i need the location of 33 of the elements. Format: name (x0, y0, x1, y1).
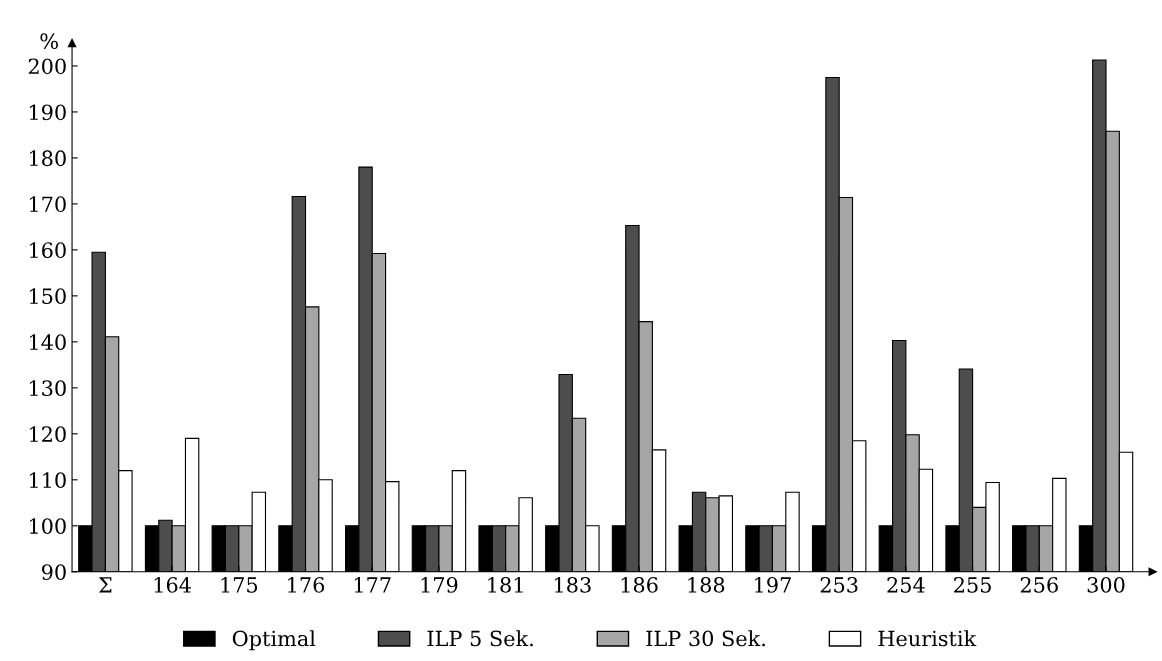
y-tick-label: 130 (29, 380, 66, 397)
x-tick-label: 197 (755, 576, 791, 593)
legend-label: ILP 5 Sek. (427, 630, 533, 647)
y-tick-label: 170 (29, 196, 66, 213)
legend-label: Heuristik (878, 630, 977, 647)
legend-label: ILP 30 Sek. (646, 630, 765, 647)
x-tick-label: 179 (421, 576, 458, 593)
x-tick-label: 300 (1087, 576, 1125, 593)
x-tick-label: 175 (221, 576, 258, 593)
y-tick-label: 180 (29, 150, 66, 167)
y-tick-label: 160 (29, 242, 66, 259)
x-tick-label: 254 (887, 576, 925, 593)
x-tick-label: 176 (288, 576, 325, 593)
y-axis-title: % (40, 33, 58, 50)
y-tick-label: 90 (41, 564, 66, 580)
y-tick-label: 110 (29, 472, 66, 489)
x-tick-label: 177 (354, 576, 391, 593)
y-tick-label: 140 (29, 334, 66, 351)
x-tick-label: 253 (820, 576, 858, 593)
x-tick-label: 181 (488, 576, 523, 593)
y-tick-label: 150 (29, 288, 66, 305)
x-tick-label: 164 (154, 576, 191, 593)
y-tick-label: 190 (29, 104, 66, 121)
x-tick-label: Σ (98, 577, 112, 593)
x-tick-label: 255 (954, 576, 991, 593)
legend-label: Optimal (232, 630, 316, 651)
x-tick-label: 188 (688, 576, 725, 593)
y-tick-label: 120 (29, 426, 66, 443)
x-tick-label: 256 (1020, 576, 1058, 593)
x-tick-label: 183 (555, 576, 591, 593)
y-tick-label: 100 (29, 518, 66, 534)
x-tick-label: 186 (621, 576, 658, 593)
y-tick-label: 200 (28, 58, 66, 75)
